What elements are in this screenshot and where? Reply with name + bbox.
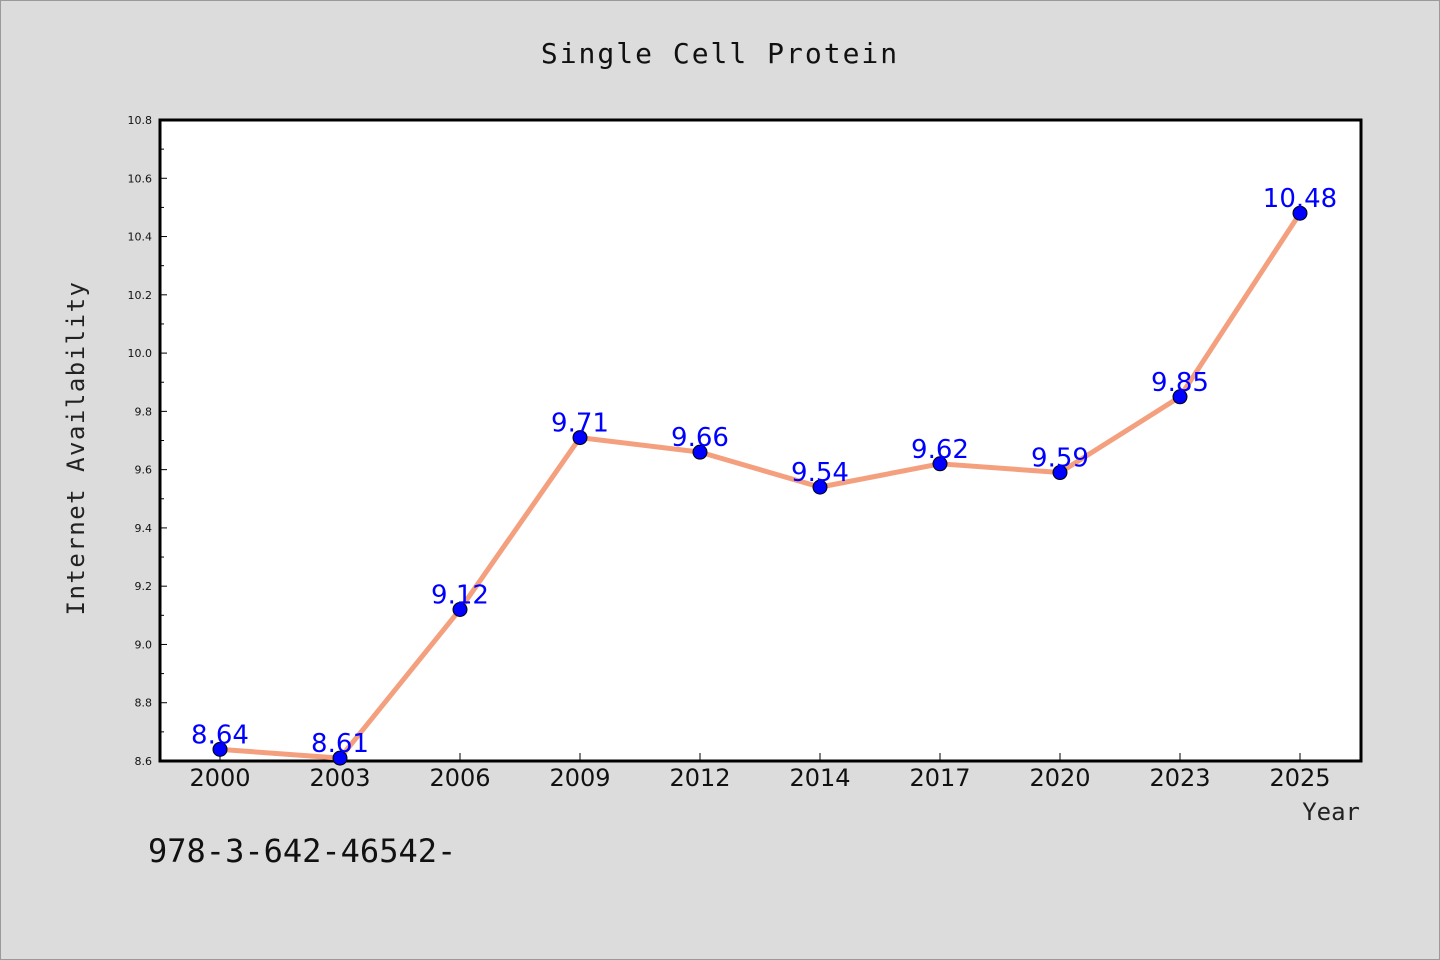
- footnote-isbn: 978-3-642-46542-: [148, 832, 457, 870]
- data-label: 9.66: [671, 423, 729, 453]
- y-tick-label: 9.2: [135, 580, 153, 593]
- data-point: [812, 479, 828, 495]
- x-tick-label: 2009: [549, 764, 610, 792]
- x-axis: 2000 2003 2006 2009 2012 2014 2017 2020 2023 2025: [189, 753, 1331, 792]
- x-tick-label: 2006: [429, 764, 490, 792]
- data-point: [1292, 205, 1308, 221]
- data-point: [1172, 389, 1188, 405]
- chart-title: Single Cell Protein: [541, 37, 899, 70]
- data-label: 9.71: [551, 409, 609, 439]
- data-point: [212, 741, 228, 757]
- x-tick-label: 2023: [1149, 764, 1210, 792]
- data-label: 8.64: [191, 720, 249, 750]
- x-tick-label: 2017: [909, 764, 970, 792]
- series-line: [219, 211, 1303, 761]
- data-point: [332, 750, 348, 766]
- x-tick-label: 2025: [1269, 764, 1330, 792]
- x-axis-label: Year: [1302, 798, 1360, 826]
- data-point: [1052, 465, 1068, 481]
- y-tick-label: 9.4: [135, 522, 153, 535]
- y-tick-label: 10.2: [128, 289, 153, 302]
- y-tick-label: 9.0: [135, 638, 153, 651]
- y-tick-label: 8.6: [135, 755, 153, 768]
- data-point: [452, 601, 468, 617]
- data-point: [572, 430, 588, 446]
- data-label: 9.59: [1031, 444, 1089, 474]
- data-label: 9.54: [791, 458, 849, 488]
- x-tick-label: 2000: [189, 764, 250, 792]
- y-tick-label: 8.8: [135, 697, 153, 710]
- y-axis: 8.6 8.8 9.0 9.2 9.4 9.6 9.8 10.0 10.2 10.4 10.6 10.…: [128, 114, 167, 768]
- data-label: 9.12: [431, 580, 489, 610]
- x-tick-label: 2020: [1029, 764, 1090, 792]
- data-markers: [212, 205, 1308, 766]
- data-point: [932, 456, 948, 472]
- y-tick-label: 10.0: [128, 347, 153, 360]
- data-label: 10.48: [1263, 184, 1337, 214]
- y-tick-label: 9.6: [135, 464, 153, 477]
- y-axis-label: Internet Availability: [62, 281, 90, 616]
- plot-area: [158, 118, 1363, 763]
- y-tick-label: 10.8: [128, 114, 153, 127]
- y-tick-label: 9.8: [135, 405, 153, 418]
- data-point: [692, 444, 708, 460]
- data-label: 9.62: [911, 435, 969, 465]
- y-tick-label: 10.6: [128, 172, 153, 185]
- y-tick-label: 10.4: [128, 231, 153, 244]
- data-label: 9.85: [1151, 368, 1209, 398]
- x-tick-label: 2003: [309, 764, 370, 792]
- x-tick-label: 2014: [789, 764, 850, 792]
- x-tick-label: 2012: [669, 764, 730, 792]
- data-label: 8.61: [311, 729, 369, 759]
- data-labels: 8.64 8.61 9.12 9.71 9.66 9.54 9.62 9.59 9.85 10.4…: [191, 184, 1337, 759]
